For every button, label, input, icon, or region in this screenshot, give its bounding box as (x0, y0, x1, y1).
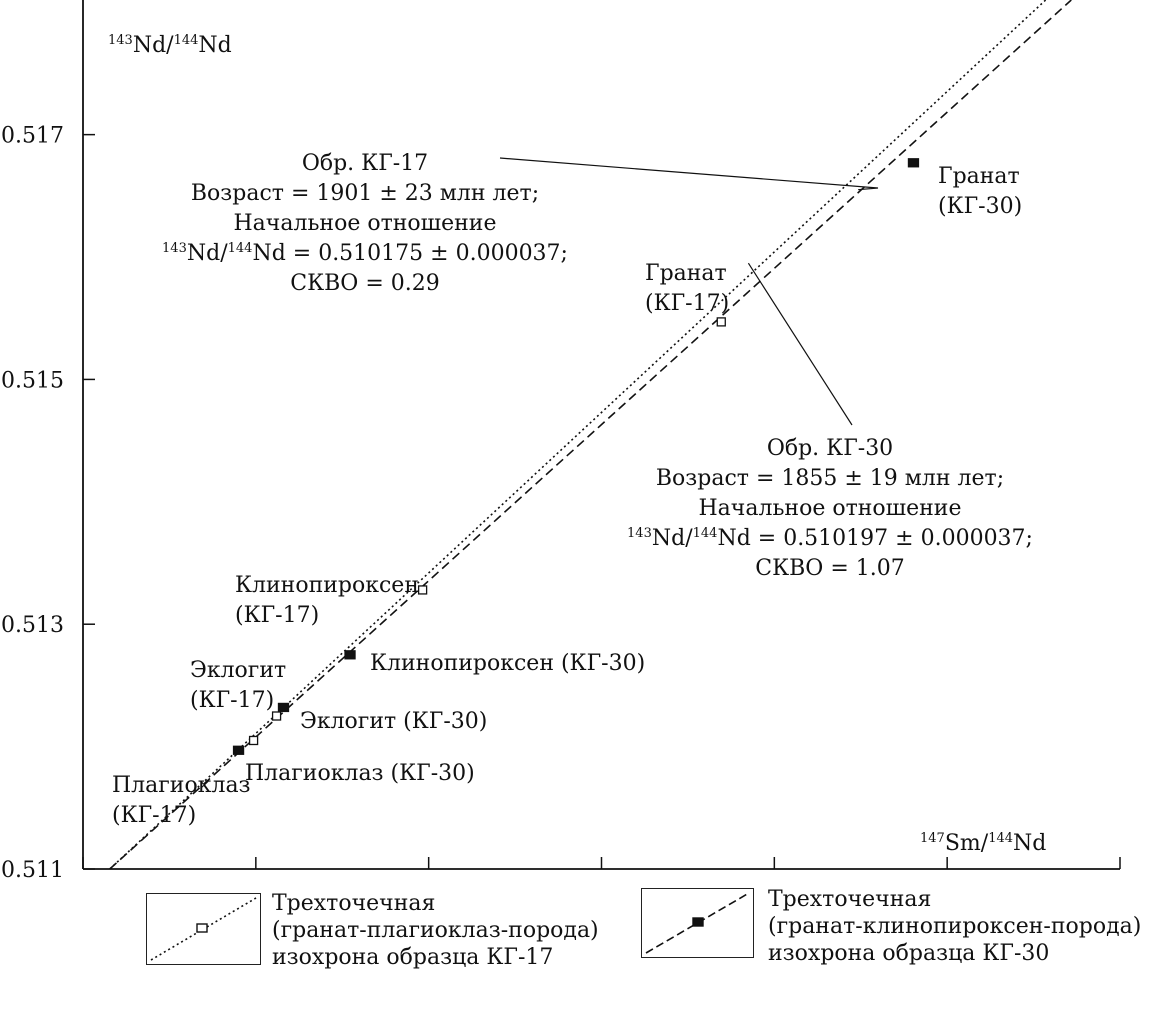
annotation-kg17-t2: Nd = 0.510175 ± 0.000037; (252, 241, 568, 266)
point-label-kg17-0: (КГ-17) (112, 803, 196, 828)
annotation-kg17-line: Возраст = 1901 ± 23 млн лет; (191, 181, 539, 206)
annotation-kg17-sup1: 143 (162, 241, 187, 256)
point-kg30-0 (232, 745, 245, 755)
axis-labels: 143Nd/144Nd 147Sm/144Nd (108, 33, 1046, 856)
annotation-kg30-ratio-line: 143Nd/144Nd = 0.510197 ± 0.000037; (627, 526, 1033, 551)
point-label-kg30-0: Плагиоклаз (КГ-30) (245, 761, 475, 786)
point-label-kg17-3: Гранат (645, 261, 727, 286)
legend-kg30-line3: изохрона образца КГ-30 (768, 941, 1050, 966)
legend-kg30-line1: Трехточечная (768, 887, 932, 912)
isochron-line-kg30 (109, 0, 1072, 870)
x-axis-label: 147Sm/144Nd (920, 831, 1046, 856)
isochron-chart: 0.050.150.250.250.450.550.650.5110.5130.… (1, 0, 1121, 880)
legend-kg17-line2: (гранат-плагиоклаз-порода) (272, 918, 599, 943)
point-kg30-1 (277, 702, 290, 713)
annotation-kg30-sup2: 144 (693, 526, 718, 541)
point-label-kg17-3: (КГ-17) (645, 291, 729, 316)
annotation-kg17-t1: Nd/ (187, 241, 228, 266)
legend-kg17-line1: Трехточечная (272, 891, 436, 916)
point-label-kg17-1: (КГ-17) (190, 688, 274, 713)
legend-kg30-swatch-icon (645, 892, 750, 954)
data-points (232, 158, 920, 755)
legend-label-kg30: Трехточечная (гранат-клинопироксен-пород… (768, 886, 1141, 967)
point-label-kg30-3: (КГ-30) (938, 194, 1022, 219)
annotation-kg30-sup1: 143 (627, 526, 652, 541)
y-axis-label: 143Nd/144Nd (108, 33, 232, 58)
point-label-kg17-2: (КГ-17) (235, 603, 319, 628)
y-tick-label: 0.513 (1, 613, 64, 638)
legend-kg17-swatch-icon (150, 897, 257, 961)
legend-label-kg17: Трехточечная (гранат-плагиоклаз-порода) … (272, 890, 599, 971)
annotation-kg17-sup2: 144 (228, 241, 253, 256)
ticks: 0.050.150.250.250.450.550.650.5110.5130.… (1, 124, 1121, 880)
point-kg30-3 (907, 158, 920, 168)
y-tick-label: 0.515 (1, 368, 64, 393)
point-kg17-2 (417, 585, 428, 595)
annotation-kg17-ratio-line: 143Nd/144Nd = 0.510175 ± 0.000037; (162, 241, 568, 266)
point-label-kg17-2: Клинопироксен (235, 573, 419, 598)
y-tick-label: 0.511 (1, 858, 64, 880)
annotation-kg30-line: Начальное отношение (699, 496, 962, 521)
annotation-kg30-t2: Nd = 0.510197 ± 0.000037; (717, 526, 1033, 551)
point-kg30-2 (344, 650, 356, 660)
point-label-kg17-0: Плагиоклаз (112, 773, 251, 798)
annotations: Обр. КГ-17 Возраст = 1901 ± 23 млн лет; На… (162, 151, 1033, 581)
point-kg17-0 (248, 735, 259, 746)
annotation-kg30-line: Возраст = 1855 ± 19 млн лет; (656, 466, 1004, 491)
legend-kg17-line3: изохрона образца КГ-17 (272, 945, 554, 970)
leader-line-kg17 (499, 157, 879, 191)
isochron-lines (109, 0, 1072, 870)
annotation-kg30-line: СКВО = 1.07 (755, 556, 904, 581)
axes (82, 0, 1120, 870)
point-kg17-3 (716, 317, 726, 327)
point-labels: Плагиоклаз (КГ-17) Эклогит (КГ-17) Клинопиро… (112, 164, 1022, 828)
legend-kg30-line2: (гранат-клинопироксен-порода) (768, 914, 1142, 939)
point-kg17-1 (271, 711, 282, 721)
legend-swatch-kg17 (146, 893, 261, 965)
y-tick-label: 0.517 (1, 124, 64, 149)
point-label-kg17-1: Эклогит (190, 658, 286, 683)
annotation-kg30-t1: Nd/ (652, 526, 693, 551)
leader-lines (499, 157, 879, 426)
point-label-kg30-1: Эклогит (КГ-30) (300, 709, 487, 734)
annotation-kg17-line: Обр. КГ-17 (302, 151, 428, 176)
annotation-kg30-line: Обр. КГ-30 (767, 436, 893, 461)
legend-swatch-kg30 (641, 888, 754, 958)
annotation-kg17-line: СКВО = 0.29 (290, 271, 439, 296)
annotation-kg17-line: Начальное отношение (234, 211, 497, 236)
leader-line-kg30 (747, 262, 853, 426)
point-label-kg30-3: Гранат (938, 164, 1020, 189)
point-label-kg30-2: Клинопироксен (КГ-30) (370, 651, 645, 676)
